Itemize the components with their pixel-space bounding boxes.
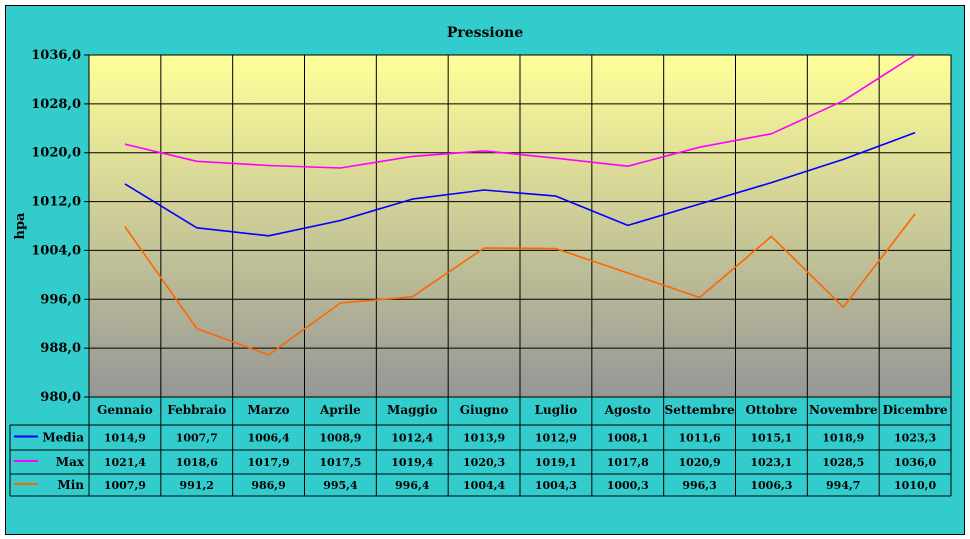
chart-title: Pressione [447,25,523,41]
table-cell-value: 1019,1 [535,456,577,469]
legend-label-min: Min [57,478,84,492]
table-cell-value: 1023,1 [750,456,792,469]
y-tick-label: 988,0 [40,341,81,356]
table-cell-value: 1000,3 [607,479,649,492]
table-cell-value: 1017,9 [248,456,290,469]
y-tick-label: 1028,0 [31,97,81,112]
table-cell-value: 996,4 [395,479,430,492]
table-cell-value: 1036,0 [894,456,936,469]
x-category-label: Giugno [460,403,509,417]
table-cell-value: 1017,8 [607,456,649,469]
table-cell-value: 1011,6 [679,432,721,445]
table-cell-value: 1006,3 [750,479,792,492]
x-category-label: Ottobre [745,403,797,417]
x-category-label: Novembre [809,403,878,417]
table-cell-value: 991,2 [180,479,214,492]
table-cell-value: 994,7 [826,479,860,492]
y-tick-label: 1036,0 [31,48,81,63]
table-cell-value: 1008,1 [607,432,649,445]
table-cell-value: 1012,9 [535,432,577,445]
data-table: Gennaio Febbraio Marzo Aprile Maggio Giugno Lu… [9,397,952,497]
table-cell-value: 1023,3 [894,432,936,445]
x-category-label: Gennaio [97,403,153,417]
x-category-label: Settembre [665,403,735,417]
table-cell-value: 1021,4 [104,456,146,469]
y-tick-label: 1012,0 [31,195,81,210]
y-tick-label: 1004,0 [31,243,81,258]
table-cell-value: 1015,1 [750,432,792,445]
x-category-label: Luglio [535,403,578,417]
table-cell-value: 1019,4 [391,456,433,469]
table-cell-value: 1028,5 [822,456,864,469]
table-cell-value: 1018,9 [822,432,864,445]
table-cell-value: 1010,0 [894,479,936,492]
table-cell-value: 1004,4 [463,479,505,492]
table-cell-value: 995,4 [323,479,358,492]
series-line-max [124,54,916,169]
series-line-min [124,213,916,356]
legend-label-max: Max [56,455,85,469]
table-cell-value: 1013,9 [463,432,505,445]
legend-label-media: Media [42,431,84,445]
x-category-label: Aprile [319,403,361,417]
y-tick-label: 980,0 [40,390,81,405]
x-category-label: Agosto [604,403,651,417]
table-cell-value: 1020,3 [463,456,505,469]
plot-area: 980,0 988,0 996,0 1004,0 1012,0 1020,0 1028,0 1… [31,48,952,405]
table-cell-value: 1004,3 [535,479,577,492]
x-category-label: Maggio [387,403,437,417]
table-cell-value: 986,9 [251,479,285,492]
table-cell-value: 1017,5 [319,456,361,469]
table-cell-value: 1012,4 [391,432,433,445]
x-category-label: Febbraio [167,403,226,417]
table-cell-value: 1007,9 [104,479,146,492]
y-axis-label: hpa [13,212,28,240]
table-cell-value: 1008,9 [319,432,361,445]
table-cell-value: 1018,6 [176,456,218,469]
y-tick-label: 1020,0 [31,146,81,161]
table-cell-value: 996,3 [682,479,716,492]
series-line-media [124,131,916,237]
table-cell-value: 1007,7 [176,432,218,445]
table-cell-value: 1020,9 [679,456,721,469]
table-cell-value: 1014,9 [104,432,146,445]
x-category-label: Marzo [247,403,289,417]
y-tick-label: 996,0 [40,292,81,307]
table-cell-value: 1006,4 [248,432,290,445]
x-category-label: Dicembre [883,403,948,417]
